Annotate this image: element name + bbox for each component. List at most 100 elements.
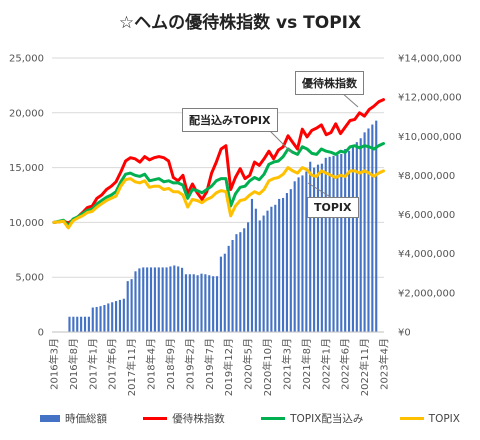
bar bbox=[223, 253, 226, 332]
bar bbox=[196, 275, 199, 332]
chart-title: ☆ヘムの優待株指数 vs TOPIX bbox=[118, 13, 362, 33]
bar bbox=[142, 267, 145, 332]
x-tick-label: 2019年2月 bbox=[183, 338, 196, 390]
bar bbox=[371, 124, 374, 333]
legend-swatch-topix bbox=[399, 417, 424, 420]
bar bbox=[231, 240, 234, 332]
bar bbox=[328, 156, 331, 332]
x-tick-label: 2020年10月 bbox=[261, 338, 274, 396]
bar bbox=[83, 316, 87, 332]
x-tick-label: 2022年11月 bbox=[358, 338, 371, 396]
y-right-tick-label: ¥10,000,000 bbox=[398, 132, 462, 143]
bar bbox=[204, 274, 207, 332]
bar bbox=[258, 220, 261, 332]
y-right-tick-label: ¥0 bbox=[398, 328, 411, 339]
bar bbox=[274, 204, 277, 332]
bar bbox=[250, 198, 254, 332]
bar bbox=[212, 276, 215, 332]
bar bbox=[111, 302, 114, 332]
bar bbox=[95, 306, 98, 332]
y-axis-left: 0 5,000 10,000 15,000 20,000 25,000 bbox=[9, 54, 44, 339]
bar bbox=[316, 164, 320, 332]
bar bbox=[80, 316, 83, 332]
bar bbox=[103, 304, 106, 332]
y-right-tick-label: ¥8,000,000 bbox=[398, 171, 455, 182]
y-left-tick-label: 0 bbox=[38, 328, 44, 339]
bar bbox=[87, 316, 90, 332]
bar bbox=[146, 267, 149, 332]
legend-item-topix: TOPIX bbox=[399, 411, 460, 426]
bar bbox=[173, 265, 176, 332]
bar bbox=[200, 273, 203, 332]
x-tick-label: 2017年1月 bbox=[86, 338, 99, 390]
bar bbox=[107, 303, 110, 332]
legend-swatch-topix-div bbox=[261, 417, 286, 420]
bar bbox=[281, 197, 285, 332]
x-tick-label: 2016年8月 bbox=[67, 338, 80, 390]
bar bbox=[332, 155, 335, 332]
bar bbox=[355, 142, 358, 332]
y-right-tick-label: ¥6,000,000 bbox=[398, 210, 455, 221]
series-line bbox=[52, 98, 385, 225]
bar bbox=[177, 266, 180, 332]
bar bbox=[91, 307, 94, 332]
bar bbox=[165, 267, 168, 332]
x-tick-label: 2020年5月 bbox=[242, 338, 255, 390]
bar bbox=[375, 120, 378, 332]
x-tick-label: 2022年1月 bbox=[319, 338, 332, 390]
legend-item-market-cap: 時価総額 bbox=[40, 411, 107, 426]
bar bbox=[192, 274, 195, 332]
x-tick-label: 2021年3月 bbox=[280, 338, 293, 390]
bar bbox=[215, 276, 219, 332]
bar bbox=[367, 128, 370, 332]
bar bbox=[72, 316, 75, 332]
bar bbox=[293, 181, 296, 332]
bar bbox=[359, 138, 362, 332]
y-left-tick-label: 5,000 bbox=[15, 273, 44, 284]
bar bbox=[313, 167, 316, 332]
bar bbox=[181, 267, 184, 332]
legend: 時価総額 優待株指数 TOPIX配当込み TOPIX bbox=[40, 411, 460, 426]
bar bbox=[289, 189, 292, 332]
bar bbox=[134, 271, 137, 332]
legend-item-topix-div: TOPIX配当込み bbox=[261, 411, 363, 426]
bar bbox=[138, 268, 141, 332]
bar bbox=[363, 132, 366, 332]
series-line bbox=[52, 166, 385, 230]
bar bbox=[297, 177, 300, 332]
bar bbox=[122, 298, 125, 332]
callout-haito-topix: 配当込みTOPIX bbox=[182, 108, 278, 132]
x-tick-label: 2018年4月 bbox=[145, 338, 158, 390]
bar bbox=[320, 163, 323, 332]
x-tick-label: 2021年8月 bbox=[300, 338, 313, 390]
x-tick-label: 2017年6月 bbox=[106, 338, 119, 390]
bar bbox=[227, 245, 230, 332]
bar bbox=[153, 267, 156, 332]
bar bbox=[118, 299, 122, 332]
bar bbox=[301, 175, 304, 332]
y-left-tick-label: 20,000 bbox=[9, 108, 44, 119]
bar bbox=[239, 232, 242, 332]
y-right-tick-label: ¥14,000,000 bbox=[398, 54, 462, 65]
legend-swatch-yutai bbox=[143, 417, 168, 420]
y-right-tick-label: ¥12,000,000 bbox=[398, 93, 462, 104]
bar bbox=[130, 279, 133, 332]
bar bbox=[235, 234, 238, 332]
bar bbox=[126, 281, 129, 332]
bar bbox=[266, 210, 269, 332]
legend-item-yutai: 優待株指数 bbox=[143, 411, 225, 426]
x-tick-label: 2019年7月 bbox=[203, 338, 216, 390]
x-tick-label: 2018年9月 bbox=[164, 338, 177, 390]
bar bbox=[243, 228, 246, 332]
bar-series bbox=[68, 120, 378, 333]
bar bbox=[247, 222, 250, 332]
callout-yutai: 優待株指数 bbox=[295, 71, 364, 95]
bar bbox=[270, 206, 273, 332]
x-tick-label: 2016年3月 bbox=[47, 338, 60, 390]
bar bbox=[169, 266, 172, 332]
y-right-tick-label: ¥4,000,000 bbox=[398, 249, 455, 260]
bar bbox=[68, 316, 71, 332]
bar bbox=[149, 267, 153, 332]
line-series bbox=[52, 98, 385, 230]
